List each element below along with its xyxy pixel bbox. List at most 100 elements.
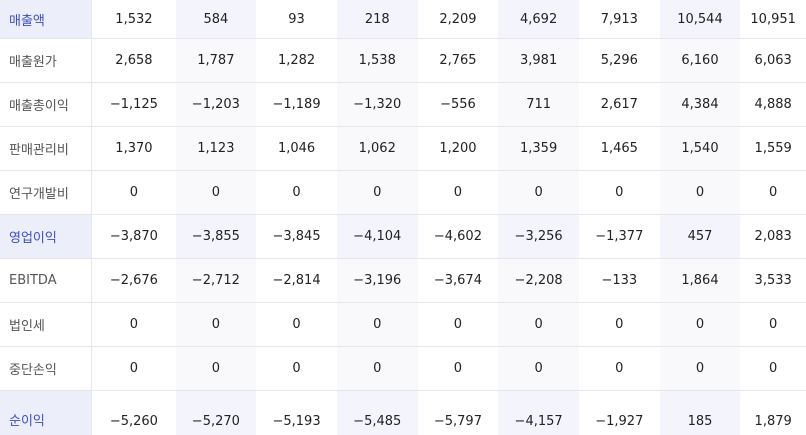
cell-value: 711 [526,97,551,112]
table-cell: 1,282 [256,39,337,83]
row-label: 영업이익 [0,215,92,259]
table-cell: −5,193 [256,391,337,435]
cell-value: 1,787 [197,53,234,68]
table-cell: −1,203 [176,83,257,127]
row-label: 매출액 [0,0,92,39]
cell-value: 3,533 [755,273,792,288]
cell-value: 0 [534,185,542,200]
cell-value: 0 [534,317,542,332]
table-cell: 0 [92,171,176,215]
cell-value: 1,879 [755,409,792,435]
table-cell: 93 [256,0,337,39]
cell-value: 0 [373,361,381,376]
cell-value: −5,797 [434,409,482,435]
table-cell: 7,913 [579,0,660,39]
table-cell: 0 [176,171,257,215]
cell-value: 0 [769,361,777,376]
row-label: 판매관리비 [0,127,92,171]
cell-value: 0 [534,361,542,376]
cell-value: 1,359 [520,141,557,156]
cell-value: −1,189 [272,97,320,112]
table-cell: 0 [498,347,579,391]
row-label: 중단손익 [0,347,92,391]
cell-value: 0 [292,185,300,200]
cell-value: 2,617 [601,97,638,112]
table-cell: 1,046 [256,127,337,171]
cell-value: 0 [212,317,220,332]
cell-value: 1,123 [197,141,234,156]
cell-value: 0 [130,317,138,332]
cell-value: 10,951 [750,12,796,27]
table-cell: −1,189 [256,83,337,127]
table-cell: 457 [660,215,741,259]
cell-value: 6,063 [755,53,792,68]
row-label-text: 영업이익 [9,231,57,246]
cell-value: 0 [454,185,462,200]
table-cell: 1,062 [337,127,418,171]
table-cell: 1,123 [176,127,257,171]
cell-value: 0 [769,185,777,200]
table-row: EBITDA−2,676−2,712−2,814−3,196−3,674−2,2… [0,259,806,303]
table-cell: −2,676 [92,259,176,303]
cell-value: 2,083 [755,229,792,244]
cell-value: 4,888 [755,97,792,112]
cell-value: −1,203 [192,97,240,112]
table-cell: 1,538 [337,39,418,83]
row-label-text: 법인세 [9,319,45,334]
cell-value: 0 [130,361,138,376]
table-cell: 10,544 [660,0,741,39]
cell-value: 5,296 [601,53,638,68]
cell-value: −5,260 [110,409,158,435]
cell-value: 0 [769,317,777,332]
table-cell: −1,377 [579,215,660,259]
row-label-text: 연구개발비 [9,187,69,202]
cell-value: 6,160 [681,53,718,68]
cell-value: −3,674 [434,273,482,288]
table-cell: −133 [579,259,660,303]
cell-value: 457 [688,229,713,244]
table-cell: 0 [418,171,499,215]
table-cell: 3,981 [498,39,579,83]
table-cell: −1,125 [92,83,176,127]
table-cell: 0 [660,303,741,347]
cell-value: −1,927 [595,409,643,435]
table-cell: 0 [176,347,257,391]
table-cell: 0 [418,347,499,391]
table-cell: 1,864 [660,259,741,303]
cell-value: 0 [212,185,220,200]
table-cell: 0 [498,303,579,347]
table-cell: −3,196 [337,259,418,303]
table-cell: −2,814 [256,259,337,303]
table-cell: 1,465 [579,127,660,171]
table-cell: −3,870 [92,215,176,259]
row-label-text: 중단손익 [9,363,57,378]
row-label-text: 매출총이익 [9,99,69,114]
table-cell: 2,083 [740,215,806,259]
table-cell: 218 [337,0,418,39]
cell-value: 0 [292,317,300,332]
table-cell: 2,658 [92,39,176,83]
cell-value: −1,320 [353,97,401,112]
cell-value: 0 [292,361,300,376]
table-cell: −1,320 [337,83,418,127]
table-cell: 6,160 [660,39,741,83]
cell-value: 1,538 [359,53,396,68]
table-cell: 0 [740,171,806,215]
table-row: 영업이익−3,870−3,855−3,845−4,104−4,602−3,256… [0,215,806,259]
row-label-text: 순이익 [9,409,45,435]
cell-value: 93 [288,12,305,27]
table-cell: 4,888 [740,83,806,127]
cell-value: −5,270 [192,409,240,435]
table-cell: 1,370 [92,127,176,171]
table-cell: 1,879 [740,391,806,435]
table-cell: 0 [740,303,806,347]
table-cell: 2,209 [418,0,499,39]
table-cell: 185 [660,391,741,435]
table-cell: 2,765 [418,39,499,83]
cell-value: 10,544 [677,12,723,27]
table-cell: 0 [498,171,579,215]
cell-value: −1,125 [110,97,158,112]
